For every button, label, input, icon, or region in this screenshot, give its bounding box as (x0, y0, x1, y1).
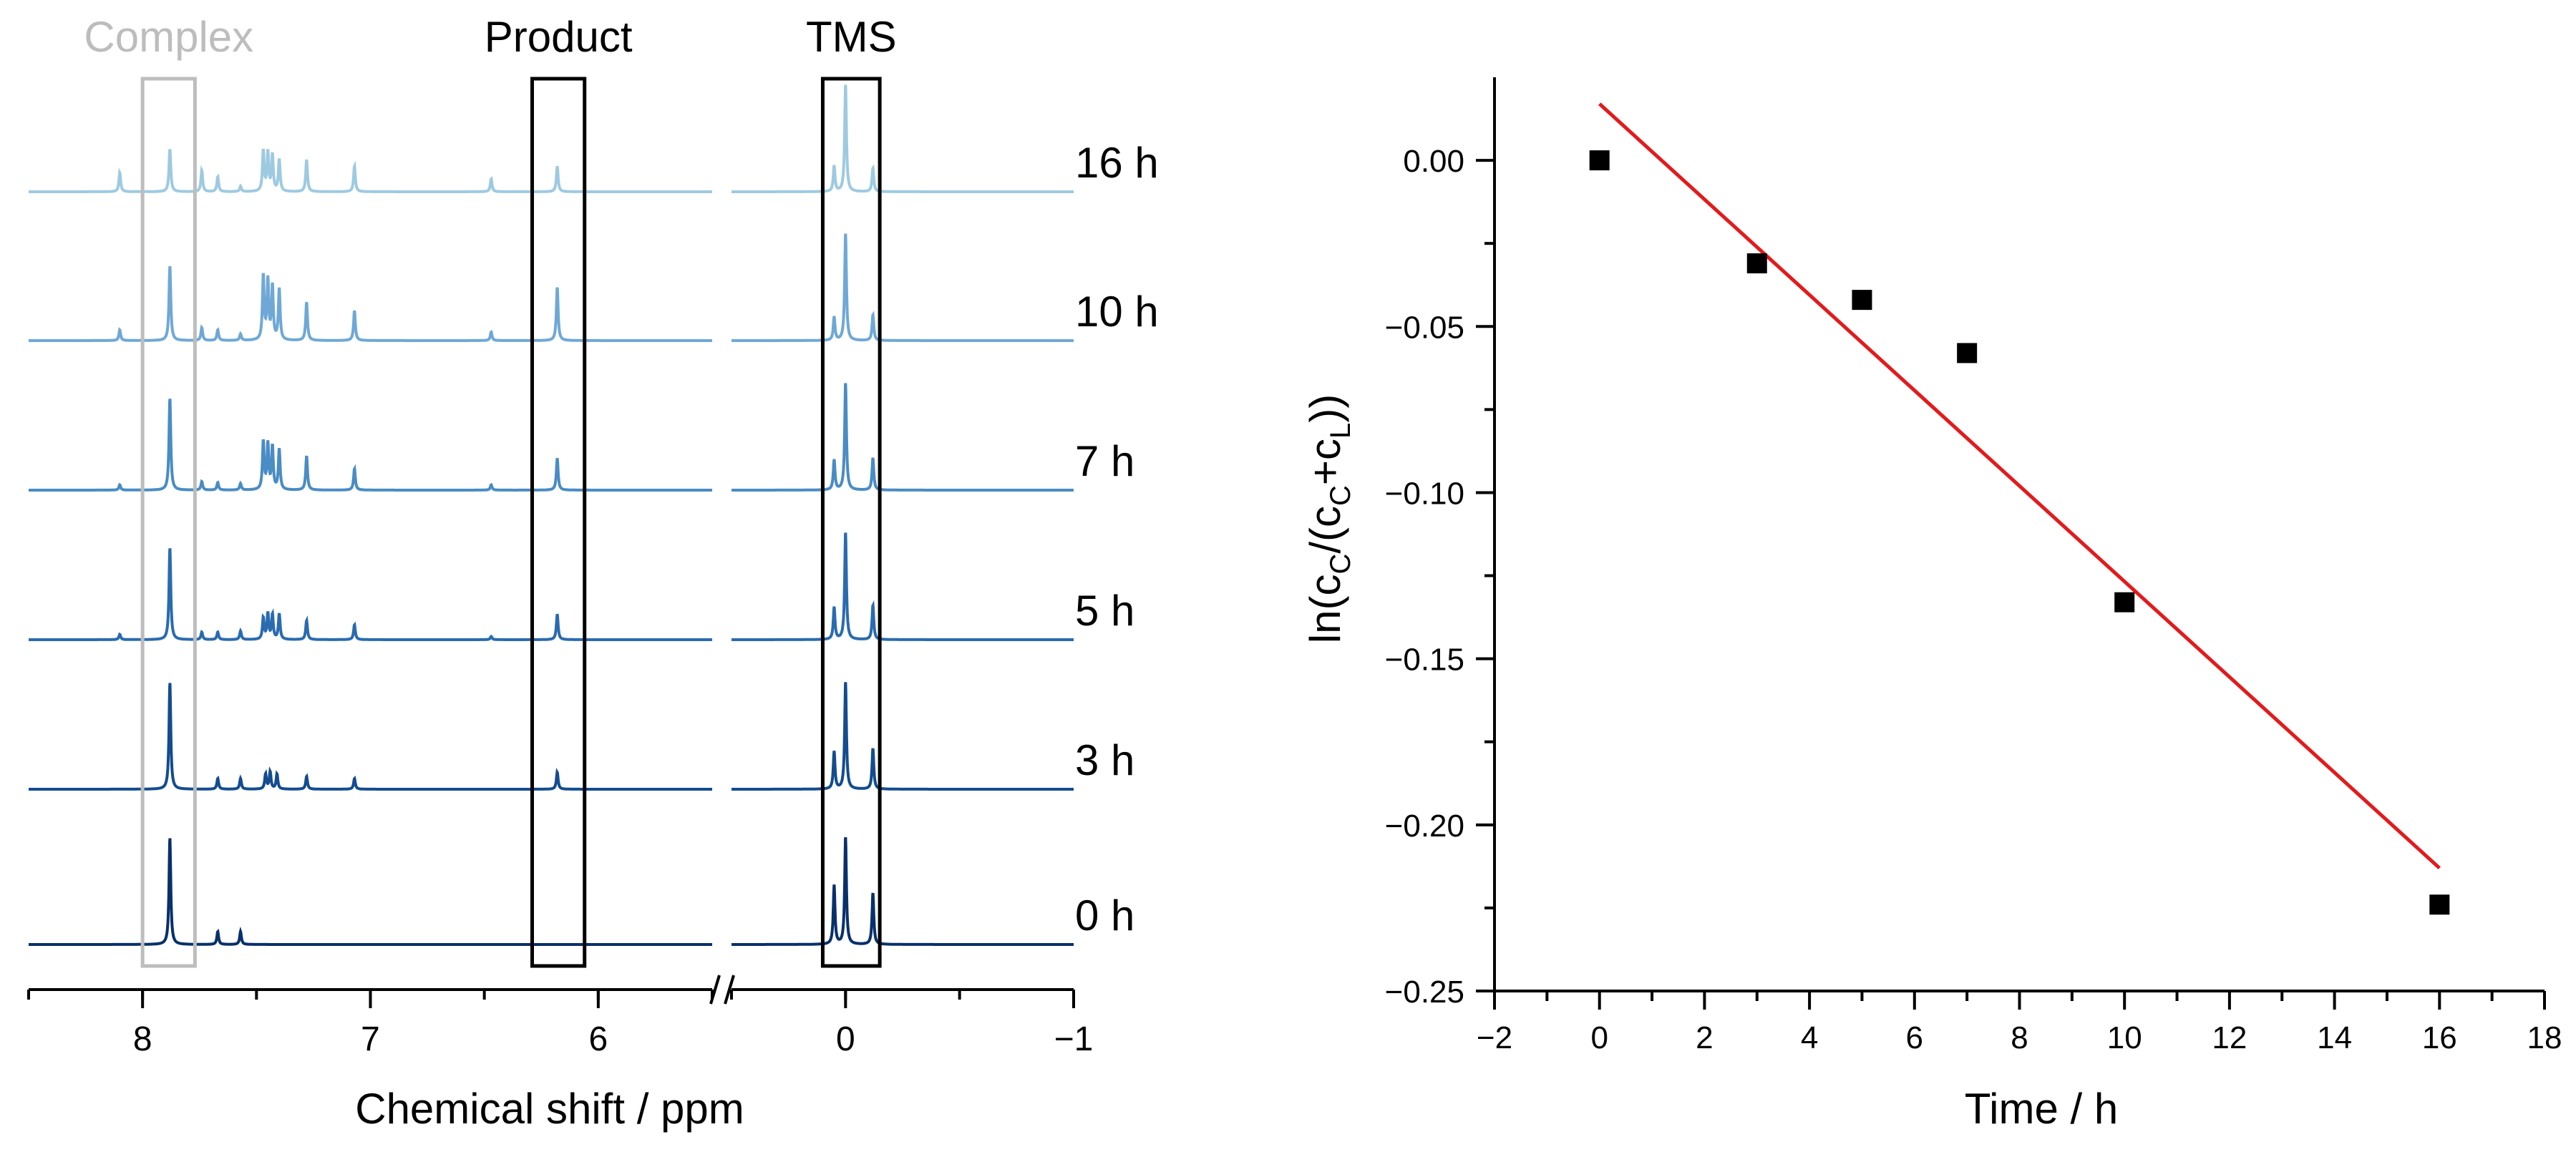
axis-break-mark-2 (724, 975, 735, 1005)
y-axis-label-subscript: L (1325, 423, 1356, 439)
series-label-10-h: 10 h (1075, 288, 1159, 336)
y-tick-label: −0.15 (1385, 643, 1464, 678)
series-label-5-h: 5 h (1075, 587, 1134, 635)
spectrum-trace-7-h-seg1 (29, 399, 712, 492)
x-tick-label: 12 (2212, 1020, 2247, 1055)
y-axis-label-subscript: C (1325, 554, 1356, 575)
spectrum-trace-7-h-seg2 (732, 383, 1074, 492)
data-point-t10 (2114, 592, 2135, 612)
y-tick-label: −0.25 (1385, 975, 1464, 1010)
series-label-0-h: 0 h (1075, 892, 1134, 939)
kinetics-axes: −2 0 2 4 6 8 10 12 14 16 18 0.00 −0.05 −0.10 −0.15 −0.2… (1385, 77, 2562, 1055)
spectrum-trace-5-h-seg1 (29, 548, 712, 641)
spectrum-trace-3-h-seg1 (29, 683, 712, 791)
y-tick-label: 0.00 (1403, 144, 1464, 179)
spectrum-trace-10-h-seg2 (732, 233, 1074, 342)
x-axis-label-chemical-shift: Chemical shift / ppm (355, 1085, 744, 1133)
highlight-boxes: Complex Product TMS (84, 13, 897, 968)
x-tick-label: 14 (2317, 1020, 2352, 1055)
data-point-t3 (1746, 253, 1767, 274)
x-tick-label: 10 (2107, 1020, 2142, 1055)
data-point-t7 (1957, 343, 1978, 363)
data-point-t5 (1852, 290, 1872, 311)
x-tick-label: 2 (1696, 1020, 1713, 1055)
x-tick-label: 18 (2527, 1020, 2562, 1055)
y-tick-label: −0.20 (1385, 809, 1464, 844)
nmr-spectra-panel: Complex Product TMS 0 h 3 h 5 h 7 h 10 h 16 h 8… (27, 13, 1159, 1133)
x-tick-label: 8 (2011, 1020, 2028, 1055)
y-axis-label-text: +c (1301, 439, 1349, 485)
spectrum-trace-3-h-seg2 (732, 682, 1074, 791)
x-tick-label: 4 (1801, 1020, 1818, 1055)
y-axis-label-text: )) (1301, 394, 1349, 423)
series-label-16-h: 16 h (1075, 139, 1159, 187)
spectrum-trace-16-h-seg2 (732, 84, 1074, 193)
highlight-box-complex (140, 77, 197, 968)
x-tick-label: 6 (588, 1020, 608, 1058)
x-tick-label: 16 (2422, 1020, 2457, 1055)
highlight-box-label-tms: TMS (806, 13, 897, 61)
highlight-box-label-product: Product (485, 13, 633, 61)
spectrum-trace-5-h-seg2 (732, 532, 1074, 641)
x-tick-label: 0 (1590, 1020, 1608, 1055)
spectrum-trace-16-h-seg1 (29, 148, 712, 193)
series-label-3-h: 3 h (1075, 736, 1134, 784)
series-labels: 0 h 3 h 5 h 7 h 10 h 16 h (1075, 139, 1159, 939)
highlight-box-label-complex: Complex (84, 13, 253, 61)
spectrum-trace-0-h-seg2 (732, 836, 1074, 946)
x-tick-label: 7 (361, 1020, 380, 1058)
x-tick-label: −1 (1054, 1020, 1094, 1058)
data-point-t0 (1589, 150, 1610, 171)
y-axis-label-text: /(c (1301, 506, 1349, 554)
highlight-box-product (530, 77, 587, 968)
x-tick-label: 6 (1906, 1020, 1923, 1055)
y-axis-label-subscript: C (1325, 485, 1356, 506)
spectrum-trace-0-h-seg1 (29, 838, 712, 946)
fit-line-group (1598, 102, 2441, 870)
highlight-box-tms (820, 77, 882, 968)
data-points-group (1589, 150, 2450, 915)
x-axis-label-time: Time / h (1965, 1085, 2118, 1133)
y-axis-label-ln-ratio: ln(cC/(cC+cL)) (1301, 394, 1356, 643)
x-tick-label: −2 (1477, 1020, 1512, 1055)
linear-fit-line (1598, 102, 2441, 870)
kinetics-plot-panel: −2 0 2 4 6 8 10 12 14 16 18 0.00 −0.05 −0.10 −0.15 −0.2… (1301, 77, 2562, 1133)
x-tick-label: 0 (836, 1020, 855, 1058)
x-tick-label: 8 (133, 1020, 152, 1058)
spectrum-trace-10-h-seg1 (29, 265, 712, 342)
y-tick-label: −0.05 (1385, 310, 1464, 345)
y-tick-label: −0.10 (1385, 476, 1464, 511)
series-label-7-h: 7 h (1075, 437, 1134, 485)
data-point-t16 (2429, 894, 2450, 915)
spectra-traces (29, 84, 1074, 946)
chemical-shift-axis: 8 7 6 0 −1 (27, 975, 1094, 1058)
y-axis-label-text: ln(c (1301, 575, 1349, 644)
